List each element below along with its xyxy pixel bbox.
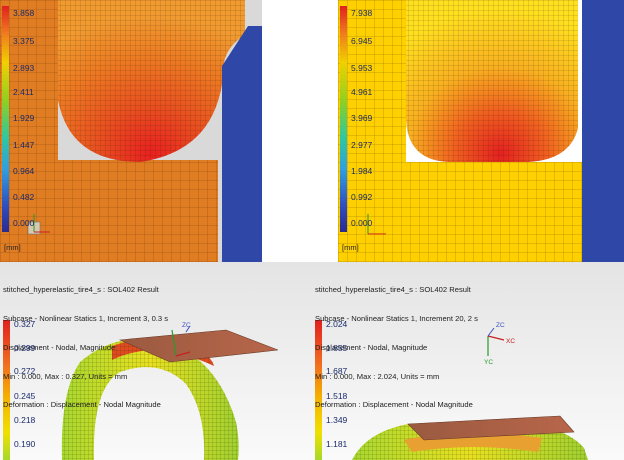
legend-value: 1.687 — [326, 366, 348, 376]
legend-value: 2.024 — [326, 319, 348, 329]
info-line: Displacement - Nodal, Magnitude — [315, 342, 428, 352]
info-line: stitched_hyperelastic_tire4_s : SOL402 R… — [315, 285, 471, 295]
tire-drawing — [312, 262, 624, 460]
legend-value: 0.327 — [14, 319, 36, 329]
triad-xc-label: XC — [506, 338, 516, 345]
unit-label: [mm] — [4, 243, 21, 252]
legend-value: 0.000 — [13, 218, 35, 228]
legend-value: 1.447 — [13, 140, 35, 150]
legend-value: 0.245 — [14, 391, 36, 401]
viewport-bottom-right[interactable]: stitched_hyperelastic_tire4_s : SOL402 R… — [312, 262, 624, 460]
info-line: Subcase - Nonlinear Statics 1, Increment… — [3, 313, 169, 323]
mesh-drawing — [338, 0, 624, 262]
triad-zc-label: ZC — [496, 322, 505, 329]
legend-value: 2.977 — [351, 140, 373, 150]
info-line: Deformation : Displacement - Nodal Magni… — [3, 400, 161, 410]
legend-value: 1.984 — [351, 166, 373, 176]
unit-label: [mm] — [342, 243, 359, 252]
legend-value: 7.938 — [351, 8, 373, 18]
legend-value: 4.961 — [351, 87, 373, 97]
info-line: Subcase - Nonlinear Statics 1, Increment… — [315, 313, 478, 323]
legend-value: 1.855 — [326, 343, 348, 353]
legend-value: 3.969 — [351, 113, 373, 123]
triad-zc-label: ZC — [182, 322, 191, 329]
viewport-bottom-left[interactable]: stitched_hyperelastic_tire4_s : SOL402 R… — [0, 262, 312, 460]
info-line: Min : 0.000, Max : 2.024, Units = mm — [315, 371, 440, 381]
viewport-top-right[interactable]: 7.938 6.945 5.953 4.961 3.969 2.977 1.98… — [338, 0, 624, 262]
info-line: Min : 0.000, Max : 0.327, Units = mm — [3, 371, 128, 381]
mesh-drawing — [0, 0, 262, 262]
legend-value: 0.299 — [14, 343, 36, 353]
legend-value: 1.349 — [326, 415, 348, 425]
viewport-top-left[interactable]: 3.858 3.375 2.893 2.411 1.929 1.447 0.96… — [0, 0, 262, 262]
legend-value: 0.964 — [13, 166, 35, 176]
legend-value: 1.181 — [326, 439, 348, 449]
tire-drawing — [0, 262, 312, 460]
result-info: stitched_hyperelastic_tire4_s : SOL402 R… — [3, 266, 168, 429]
legend-value: 1.518 — [326, 391, 348, 401]
legend-value: 5.953 — [351, 63, 373, 73]
legend-value: 0.000 — [351, 218, 373, 228]
result-info: stitched_hyperelastic_tire4_s : SOL402 R… — [315, 266, 478, 429]
info-line: stitched_hyperelastic_tire4_s : SOL402 R… — [3, 285, 159, 295]
legend-value: 0.272 — [14, 366, 36, 376]
legend-value: 1.929 — [13, 113, 35, 123]
legend-value: 2.893 — [13, 63, 35, 73]
info-line: Displacement - Nodal, Magnitude — [3, 342, 116, 352]
info-line: Deformation : Displacement - Nodal Magni… — [315, 400, 473, 410]
legend-value: 0.190 — [14, 439, 36, 449]
legend-value: 3.375 — [13, 36, 35, 46]
legend-value: 0.482 — [13, 192, 35, 202]
legend-value: 6.945 — [351, 36, 373, 46]
triad-yc-label: YC — [484, 359, 494, 366]
legend-value: 0.992 — [351, 192, 373, 202]
legend-value: 2.411 — [13, 87, 34, 97]
legend-value: 3.858 — [13, 8, 35, 18]
legend-value: 0.218 — [14, 415, 36, 425]
